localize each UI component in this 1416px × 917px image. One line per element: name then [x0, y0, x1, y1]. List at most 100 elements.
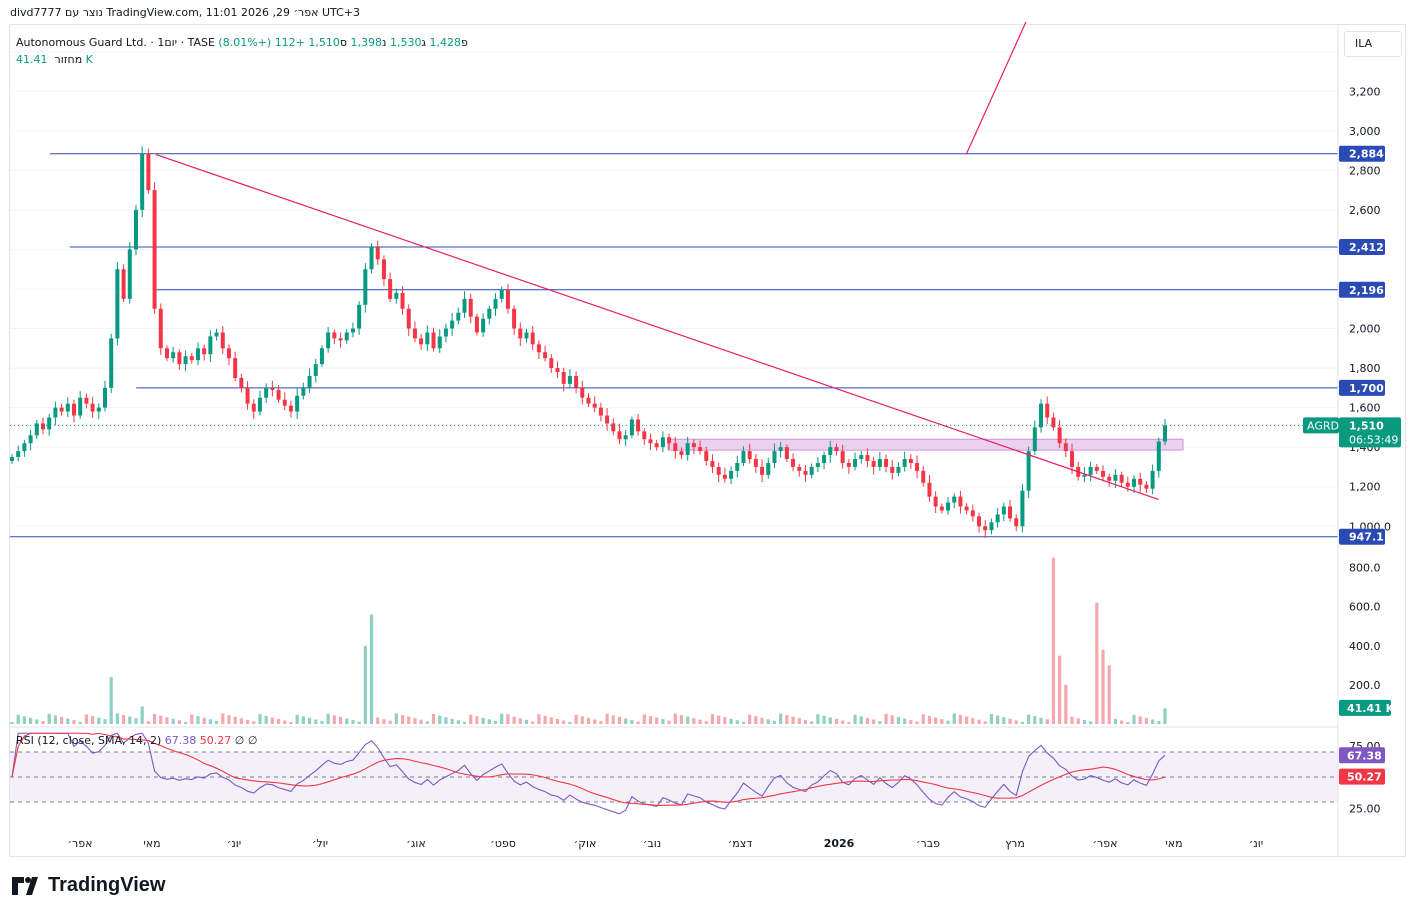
volume-bar	[890, 715, 894, 724]
candle-body	[1138, 478, 1143, 485]
volume-bar	[729, 718, 733, 724]
candle-body	[357, 304, 362, 329]
volume-bar	[90, 715, 95, 724]
volume-bar	[103, 719, 107, 724]
volume-bar	[896, 716, 901, 724]
volume-bar	[834, 718, 839, 724]
time-tick-label: אפר׳	[1092, 837, 1117, 850]
volume-bar	[872, 719, 876, 724]
candle-body	[667, 437, 672, 444]
volume-bar	[599, 721, 603, 724]
volume-bar	[865, 717, 870, 724]
candle-body	[741, 451, 746, 463]
candle-body	[977, 516, 982, 527]
volume-bar	[735, 720, 739, 724]
candle-body	[1070, 451, 1075, 467]
volume-bar	[121, 715, 126, 724]
volume-bar	[741, 721, 746, 724]
candle-body	[171, 352, 176, 359]
rsi-extra-1: ∅	[234, 734, 245, 747]
volume-bar	[934, 717, 938, 724]
candle-body	[158, 308, 163, 349]
candle-body	[10, 457, 14, 461]
volume-bar	[295, 714, 299, 724]
candle-body	[884, 459, 889, 467]
candle-body	[524, 332, 529, 339]
volume-bar	[661, 719, 665, 724]
volume-bar	[413, 718, 417, 724]
volume-bar	[357, 721, 361, 724]
candle-body	[40, 423, 45, 430]
volume-bar	[314, 719, 318, 724]
candle-body	[574, 375, 579, 388]
candle-body	[983, 526, 988, 531]
candle-body	[778, 447, 783, 452]
volume-bar	[1014, 720, 1018, 724]
time-tick-label: אפר׳	[67, 837, 92, 850]
high-value: 1,530	[389, 36, 422, 49]
candle-body	[189, 356, 194, 361]
volume-bar	[345, 718, 349, 724]
rsi-line	[11, 732, 1166, 815]
volume-bar	[1020, 721, 1025, 724]
close-value: 1,510	[308, 36, 340, 49]
volume-bar	[109, 677, 113, 724]
candle-body	[462, 298, 467, 313]
candle-body	[481, 318, 486, 333]
volume-bar	[1070, 716, 1074, 724]
candle-body	[580, 387, 585, 398]
volume-bar	[351, 720, 355, 724]
candle-body	[797, 466, 802, 471]
volume-bar	[28, 717, 33, 724]
volume-bar	[779, 713, 783, 724]
currency-button[interactable]: ILA	[1344, 31, 1402, 57]
candle-body	[1156, 441, 1161, 471]
volume-bar	[810, 721, 814, 724]
rsi-value: 67.38	[164, 734, 197, 747]
volume-bar	[326, 713, 330, 724]
volume-bar	[1064, 684, 1068, 724]
volume-bar	[221, 713, 225, 724]
candle-body	[890, 466, 895, 473]
volume-tick-label: 200.0	[1349, 679, 1381, 692]
symbol-legend[interactable]: Autonomous Guard Ltd. · 1יום · TASE פ1,4…	[16, 34, 468, 68]
candle-body	[270, 387, 275, 390]
volume-bar	[388, 720, 392, 724]
candle-body	[1163, 425, 1167, 442]
candle-body	[865, 455, 870, 461]
candle-body	[518, 328, 523, 339]
volume-bar	[258, 714, 262, 724]
volume-bar	[537, 714, 541, 724]
candle-body	[133, 209, 138, 250]
volume-bar	[276, 718, 281, 724]
horizontal-levels[interactable]	[10, 153, 1338, 538]
volume-bar	[927, 715, 932, 724]
rsi-value-label: 67.38	[1347, 749, 1382, 762]
time-tick-label: פבר׳	[916, 837, 940, 850]
candle-body	[419, 338, 424, 345]
tradingview-logo[interactable]: TradingView	[12, 874, 165, 897]
trend-lines[interactable]	[155, 21, 1159, 501]
volume-bar	[723, 717, 727, 724]
volume-bar	[1002, 717, 1006, 724]
candle-body	[59, 407, 64, 412]
volume-bar	[35, 719, 39, 724]
volume-bar	[624, 718, 628, 724]
volume-bar	[462, 721, 467, 724]
candle-body	[939, 506, 944, 511]
time-tick-label: מאי	[143, 837, 160, 850]
volume-bar	[636, 721, 640, 724]
time-axis[interactable]: אפר׳ מאי יונ׳ יול׳ אוג׳ ספט׳ אוק׳ נוב׳ דצמ׳ 2026 פ…	[67, 837, 1263, 850]
volume-bar	[1113, 718, 1118, 724]
trend-line	[965, 21, 1027, 155]
volume-bar	[500, 713, 504, 724]
rsi-legend[interactable]: RSI (12, close, SMA, 14, 2) 67.38 50.27 …	[16, 734, 257, 747]
high-label: ג	[421, 36, 426, 49]
candle-body	[803, 470, 808, 475]
candle-body	[295, 395, 300, 412]
volume-bar	[1027, 714, 1031, 724]
candle-body	[853, 459, 858, 467]
candle-body	[716, 466, 721, 475]
candle-body	[493, 298, 498, 309]
